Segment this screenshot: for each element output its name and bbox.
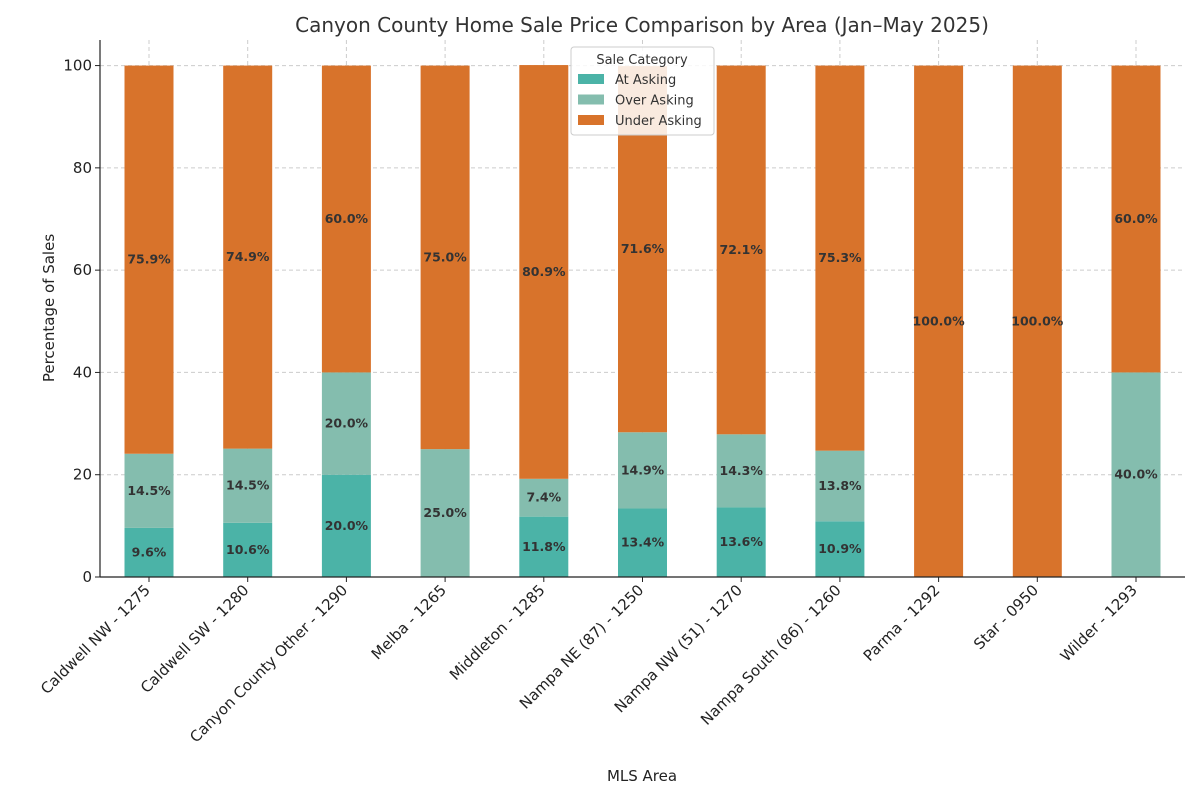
x-tick-label: Middleton - 1285 — [446, 581, 549, 684]
data-label: 71.6% — [621, 241, 665, 256]
data-label: 80.9% — [522, 264, 566, 279]
data-label: 20.0% — [325, 518, 369, 533]
data-label: 100.0% — [1011, 313, 1064, 328]
chart-title: Canyon County Home Sale Price Comparison… — [295, 13, 989, 37]
bar-segment — [519, 478, 569, 517]
legend-title: Sale Category — [596, 53, 688, 68]
y-axis-label: Percentage of Sales — [40, 234, 58, 382]
bar-segment — [716, 507, 766, 577]
x-tick-label: Canyon County Other - 1290 — [186, 581, 351, 746]
bar-segment — [223, 65, 273, 449]
data-label: 14.9% — [621, 462, 665, 477]
data-label: 11.8% — [522, 539, 566, 554]
data-label: 13.6% — [720, 534, 764, 549]
bar-segment — [124, 527, 174, 577]
data-label: 100.0% — [913, 313, 966, 328]
bar-segment — [1111, 65, 1161, 373]
bar-segment — [618, 432, 667, 509]
bar-segment — [519, 65, 569, 479]
bar-segment — [519, 516, 569, 577]
data-label: 14.5% — [127, 483, 171, 498]
y-tick-label: 0 — [82, 568, 92, 586]
bar-segment — [420, 65, 470, 450]
legend-swatch — [578, 74, 604, 84]
legend-swatch — [578, 115, 604, 125]
bar-segment — [321, 65, 371, 373]
data-label: 75.9% — [127, 252, 171, 267]
data-label: 60.0% — [1114, 211, 1158, 226]
bar-segment — [223, 522, 273, 577]
bar-segment — [815, 65, 865, 451]
legend-entry: Under Asking — [615, 114, 702, 129]
x-tick-label: Parma - 1292 — [860, 581, 944, 665]
data-label: 9.6% — [132, 544, 167, 559]
data-label: 72.1% — [720, 242, 764, 257]
data-label: 60.0% — [325, 211, 369, 226]
value-labels: 9.6% 14.5% 75.9% 10.6% 14.5% 74.9% 20.0% 20.0% 6… — [127, 211, 1158, 559]
data-label: 25.0% — [423, 505, 467, 520]
legend-swatch — [578, 94, 604, 105]
data-label: 10.9% — [818, 541, 862, 556]
y-tick-label: 80 — [73, 159, 92, 177]
legend-entry: Over Asking — [615, 94, 694, 109]
data-label: 74.9% — [226, 249, 270, 264]
bar-segment — [124, 453, 174, 528]
data-label: 7.4% — [526, 490, 561, 505]
y-tick-label: 40 — [73, 363, 92, 381]
x-tick-label: Caldwell NW - 1275 — [37, 581, 154, 698]
legend-frame — [570, 46, 715, 136]
bar-segment — [914, 65, 964, 578]
legend-entry: At Asking — [615, 73, 676, 88]
data-label: 13.4% — [621, 535, 665, 550]
bar-segment — [124, 65, 174, 454]
x-axis-label: MLS Area — [607, 767, 677, 785]
data-label: 14.5% — [226, 478, 270, 493]
bar-segment — [321, 474, 371, 577]
x-tick-label: Caldwell SW - 1280 — [137, 581, 253, 697]
bar-segment — [618, 508, 667, 577]
data-label: 13.8% — [818, 478, 862, 493]
data-label: 75.0% — [423, 249, 467, 264]
bar-segment — [223, 448, 273, 523]
bar-segment — [716, 65, 766, 435]
bar-segment — [815, 521, 865, 577]
x-tick-label: Star - 0950 — [970, 581, 1042, 653]
bar-segment — [815, 450, 865, 522]
bar-segment — [321, 372, 371, 475]
x-tick-label: Melba - 1265 — [368, 581, 450, 663]
data-label: 40.0% — [1114, 467, 1158, 482]
data-label: 20.0% — [325, 416, 369, 431]
data-label: 10.6% — [226, 542, 270, 557]
bar-segment — [1111, 372, 1161, 577]
bar-segment — [716, 434, 766, 508]
y-tick-label: 60 — [73, 261, 92, 279]
bars — [124, 65, 1161, 578]
data-label: 75.3% — [818, 250, 862, 265]
bar-segment — [1012, 65, 1062, 578]
legend: Sale Category At Asking Over Asking Under … — [570, 46, 715, 136]
y-tick-label: 100 — [63, 57, 92, 75]
data-label: 14.3% — [720, 463, 764, 478]
bar-segment — [420, 449, 470, 577]
y-tick-label: 20 — [73, 466, 92, 484]
x-tick-label: Wilder - 1293 — [1057, 581, 1141, 665]
